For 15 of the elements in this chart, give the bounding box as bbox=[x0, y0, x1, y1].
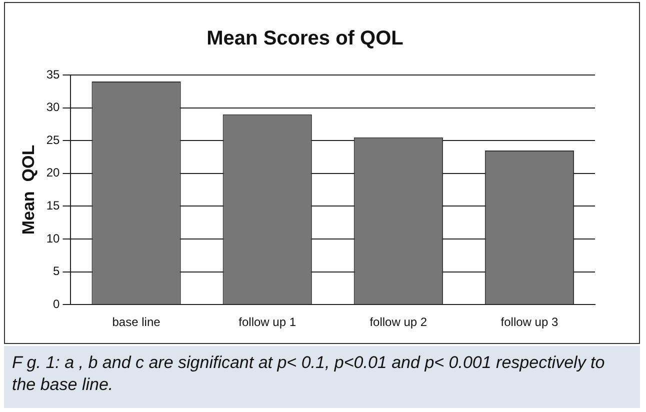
y-tick-label: 35 bbox=[46, 67, 60, 82]
chart-title: Mean Scores of QOL bbox=[206, 28, 404, 50]
y-tick-label: 0 bbox=[53, 296, 60, 311]
x-tick-label: follow up 3 bbox=[500, 315, 558, 330]
y-tick-label: 20 bbox=[46, 166, 60, 180]
y-tick-label: 15 bbox=[46, 198, 60, 213]
x-tick-label: base line bbox=[112, 315, 161, 330]
x-tick-label: follow up 1 bbox=[238, 315, 296, 330]
x-tick-label: follow up 2 bbox=[370, 315, 428, 330]
text: F g. 1: a , b and c are significant at p< 0.1, p<0.01 and p< 0.001 respectively to the base line. bbox=[12, 352, 606, 396]
y-tick-label: 5 bbox=[53, 264, 60, 278]
y-tick-label: 30 bbox=[46, 100, 60, 114]
y-axis-title: Mean QOL bbox=[18, 144, 38, 235]
y-tick-label: 10 bbox=[46, 231, 60, 246]
y-tick-label: 25 bbox=[46, 132, 60, 147]
